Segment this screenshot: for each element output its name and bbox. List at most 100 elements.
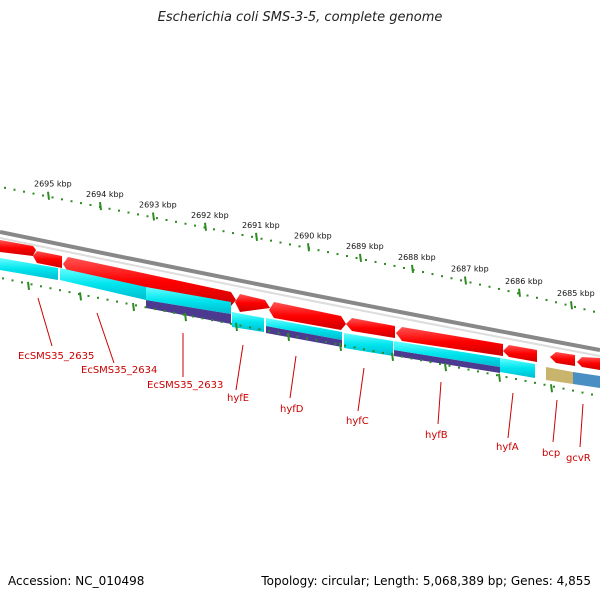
gene-label-bcp[interactable]: bcp (542, 448, 560, 459)
scale-minor-tick (203, 226, 206, 229)
lower-minor-tick (68, 291, 71, 294)
scale-minor-tick (355, 256, 358, 259)
lower-major-tick (391, 352, 394, 361)
scale-label: 2695 kbp (34, 180, 72, 189)
gene-label-ecsms35-2633[interactable]: EcSMS35_2633 (147, 380, 223, 391)
cds-arrow[interactable] (346, 318, 395, 338)
scale-minor-tick (431, 273, 434, 276)
gene-label-ecsms35-2634[interactable]: EcSMS35_2634 (81, 365, 157, 376)
lower-major-tick (235, 322, 238, 332)
lower-minor-tick (268, 330, 270, 333)
lower-minor-tick (458, 366, 460, 369)
lower-minor-tick (2, 277, 4, 280)
cds-arrow[interactable] (63, 257, 236, 306)
scale-minor-tick (23, 190, 25, 193)
cds-arrow[interactable] (235, 294, 270, 312)
scale-minor-tick (232, 232, 234, 235)
gene-segment[interactable] (232, 312, 264, 332)
scale-minor-tick (289, 243, 291, 246)
gene-leader-line (507, 392, 514, 439)
gene-segment[interactable] (266, 318, 342, 340)
lower-minor-tick (315, 339, 318, 342)
scale-minor-tick (279, 241, 282, 244)
gene-label-hyfa[interactable]: hyfA (496, 442, 519, 453)
gene-label-ecsms35-2635[interactable]: EcSMS35_2635 (18, 351, 94, 362)
lower-minor-tick (524, 379, 527, 382)
scale-minor-tick (51, 196, 54, 199)
gene-segment[interactable] (394, 350, 500, 373)
gene-segment[interactable] (344, 333, 393, 356)
scale-minor-tick (127, 211, 130, 214)
scale-minor-tick (213, 228, 215, 231)
scale-minor-tick (526, 294, 529, 297)
scale-minor-tick (346, 255, 348, 258)
scale-minor-tick (536, 296, 538, 299)
scale-minor-tick (89, 204, 92, 207)
gene-label-hyfd[interactable]: hyfD (280, 404, 304, 415)
scale-label: 2690 kbp (294, 231, 332, 240)
scale-minor-tick (222, 230, 225, 233)
gene-segment[interactable] (500, 358, 535, 378)
lower-minor-tick (334, 342, 337, 345)
gene-leader-line (579, 403, 584, 448)
gene-segment[interactable] (60, 268, 146, 300)
lower-minor-tick (410, 357, 413, 360)
gene-segment[interactable] (146, 287, 231, 314)
lower-minor-tick (87, 294, 90, 297)
lower-minor-tick (581, 391, 584, 394)
gene-segment[interactable] (0, 258, 58, 280)
lower-minor-tick (353, 346, 356, 349)
lower-major-tick (27, 281, 30, 290)
lower-minor-tick (144, 306, 147, 309)
scale-minor-tick (184, 222, 187, 225)
lower-minor-tick (97, 296, 99, 299)
gene-label-hyfb[interactable]: hyfB (425, 430, 448, 441)
cds-arrow[interactable] (33, 251, 62, 268)
lower-minor-tick (249, 326, 251, 329)
gene-leader-line (437, 381, 442, 425)
map-title: Escherichia coli SMS-3-5, complete genom… (157, 10, 443, 25)
lower-minor-tick (553, 385, 555, 388)
scale-major-tick (255, 232, 258, 241)
scale-minor-tick (70, 200, 73, 203)
lower-minor-tick (239, 324, 242, 327)
scale-major-tick (464, 276, 467, 285)
gene-segment[interactable] (394, 341, 500, 367)
cds-arrow[interactable] (269, 302, 346, 330)
cds-arrow[interactable] (577, 357, 600, 370)
gene-label-hyfe[interactable]: hyfE (227, 393, 249, 404)
lower-minor-tick (182, 313, 185, 316)
scale-label: 2691 kbp (242, 221, 280, 230)
gene-segment[interactable] (146, 300, 231, 324)
scale-minor-tick (156, 217, 158, 220)
scale-label: 2689 kbp (346, 242, 384, 251)
scale-label: 2694 kbp (86, 190, 124, 199)
gcvR-feature[interactable] (573, 372, 600, 388)
lower-minor-tick (372, 350, 375, 353)
lower-minor-tick (135, 304, 137, 307)
cds-arrow[interactable] (550, 352, 575, 366)
cds-arrow[interactable] (503, 345, 537, 362)
lower-major-tick (550, 384, 553, 393)
lower-minor-tick (325, 340, 327, 343)
lower-minor-tick (21, 281, 23, 284)
scale-major-tick (307, 243, 310, 252)
lower-minor-tick (572, 389, 574, 392)
scale-minor-tick (108, 207, 111, 210)
gene-leader-line (235, 344, 244, 391)
lower-minor-tick (106, 298, 109, 301)
cds-arrow[interactable] (396, 327, 503, 356)
lower-minor-tick (401, 355, 403, 358)
gene-label-hyfc[interactable]: hyfC (346, 416, 369, 427)
gene-segment[interactable] (266, 326, 342, 347)
lower-minor-tick (591, 393, 593, 396)
scale-major-tick (47, 191, 50, 200)
lower-major-tick (79, 292, 82, 301)
gene-label-gcvr[interactable]: gcvR (566, 453, 591, 464)
scale-major-tick (99, 201, 102, 211)
lower-minor-tick (30, 283, 33, 286)
bcp-feature[interactable] (546, 367, 573, 384)
cds-arrow[interactable] (0, 240, 36, 256)
scale-minor-tick (260, 237, 263, 240)
